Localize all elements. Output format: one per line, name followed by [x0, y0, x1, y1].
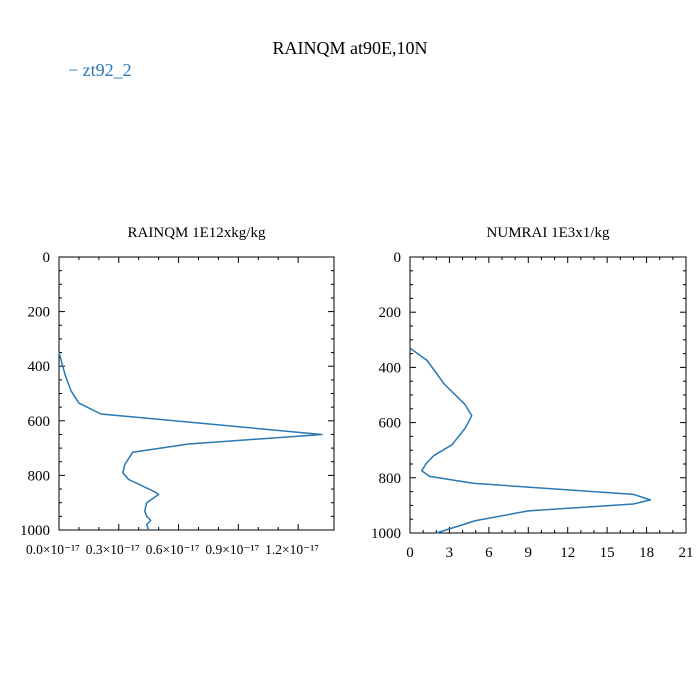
x-tick-label: 3	[446, 545, 454, 561]
y-tick-label: 400	[28, 359, 51, 375]
y-tick-label: 1000	[371, 526, 401, 542]
x-tick-label: 21	[679, 545, 694, 561]
x-tick-label: 0.9×10⁻¹⁷	[205, 542, 259, 557]
figure-title: RAINQM at90E,10N	[273, 38, 428, 58]
x-tick-label: 0.3×10⁻¹⁷	[86, 542, 140, 557]
plot-frame	[58, 256, 335, 531]
x-tick-label: 6	[485, 545, 493, 561]
y-tick-label: 800	[379, 471, 402, 487]
x-tick-label: 0	[406, 545, 414, 561]
panel-numrai: NUMRAI 1E3x1/kg 0 200 400 600 800 1000 0 3 6 9 12 15…	[371, 225, 694, 561]
panel-title: RAINQM 1E12xkg/kg	[128, 225, 266, 241]
legend-entry: − zt92_2	[68, 60, 132, 80]
x-tick-label: 12	[560, 545, 575, 561]
x-tick-label: 0.0×10⁻¹⁷	[26, 542, 80, 557]
panel-title: NUMRAI 1E3x1/kg	[487, 225, 610, 241]
x-tick-label: 9	[525, 545, 533, 561]
y-tick-label: 600	[28, 414, 51, 430]
x-tick-label: 15	[600, 545, 615, 561]
y-tick-label: 200	[379, 305, 402, 321]
x-tick-label: 0.6×10⁻¹⁷	[146, 542, 200, 557]
y-tick-label: 0	[43, 250, 51, 266]
y-tick-label: 400	[379, 360, 402, 376]
x-tick-label: 1.2×10⁻¹⁷	[265, 542, 319, 557]
y-tick-label: 0	[394, 250, 402, 266]
series-line	[58, 352, 323, 531]
y-tick-label: 1000	[20, 523, 50, 539]
panel-rainqm: RAINQM 1E12xkg/kg 0 200 400 600 800 1000 0.0×10…	[20, 225, 335, 557]
y-tick-label: 600	[379, 416, 402, 432]
y-tick-label: 800	[28, 468, 51, 484]
y-tick-label: 200	[28, 305, 51, 321]
series-line	[409, 347, 652, 534]
x-tick-label: 18	[639, 545, 654, 561]
plot-frame	[409, 256, 687, 534]
